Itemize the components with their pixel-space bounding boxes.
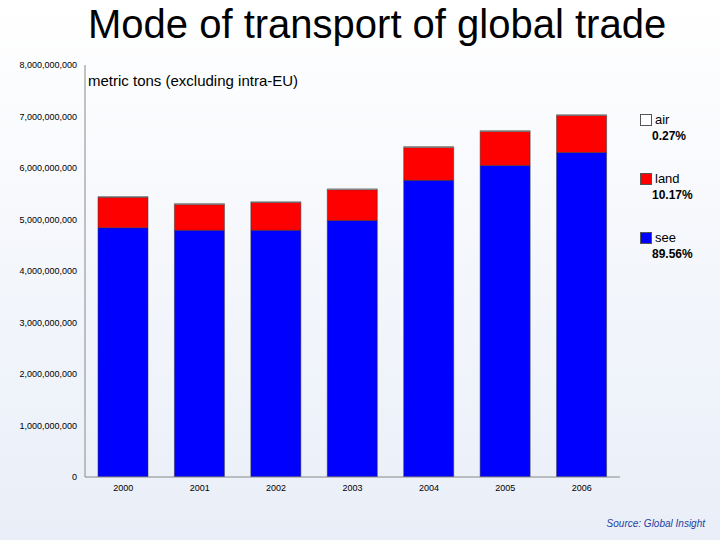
html-text:Mode of transport of global tr: Mode of transport of global trade xyxy=(88,2,667,46)
svg-text:4,000,000,000: 4,000,000,000 xyxy=(19,266,77,276)
svg-text:8,000,000,000: 8,000,000,000 xyxy=(19,60,77,70)
svg-text:1,000,000,000: 1,000,000,000 xyxy=(19,421,77,431)
html-text:10.17%: 10.17% xyxy=(652,188,693,202)
svg-text:2004: 2004 xyxy=(419,483,439,493)
html-text:89.56%: 89.56% xyxy=(652,247,693,261)
svg-text:2005: 2005 xyxy=(495,483,515,493)
svg-text:3,000,000,000: 3,000,000,000 xyxy=(19,318,77,328)
svg-text:2000: 2000 xyxy=(113,483,133,493)
html-text:air: air xyxy=(655,112,670,127)
html-text:Source: Global Insight: Source: Global Insight xyxy=(606,518,705,529)
html-text:see: see xyxy=(655,230,676,245)
html-text:land: land xyxy=(655,171,680,186)
svg-text:0: 0 xyxy=(72,472,77,482)
svg-text:2001: 2001 xyxy=(190,483,210,493)
svg-text:7,000,000,000: 7,000,000,000 xyxy=(19,112,77,122)
svg-text:2,000,000,000: 2,000,000,000 xyxy=(19,369,77,379)
svg-text:2002: 2002 xyxy=(266,483,286,493)
svg-text:2003: 2003 xyxy=(342,483,362,493)
svg-text:5,000,000,000: 5,000,000,000 xyxy=(19,215,77,225)
html-text:metric tons (excluding intra-E: metric tons (excluding intra-EU) xyxy=(88,72,299,89)
svg-text:6,000,000,000: 6,000,000,000 xyxy=(19,163,77,173)
svg-text:2006: 2006 xyxy=(572,483,592,493)
html-text:0.27%: 0.27% xyxy=(652,129,686,143)
